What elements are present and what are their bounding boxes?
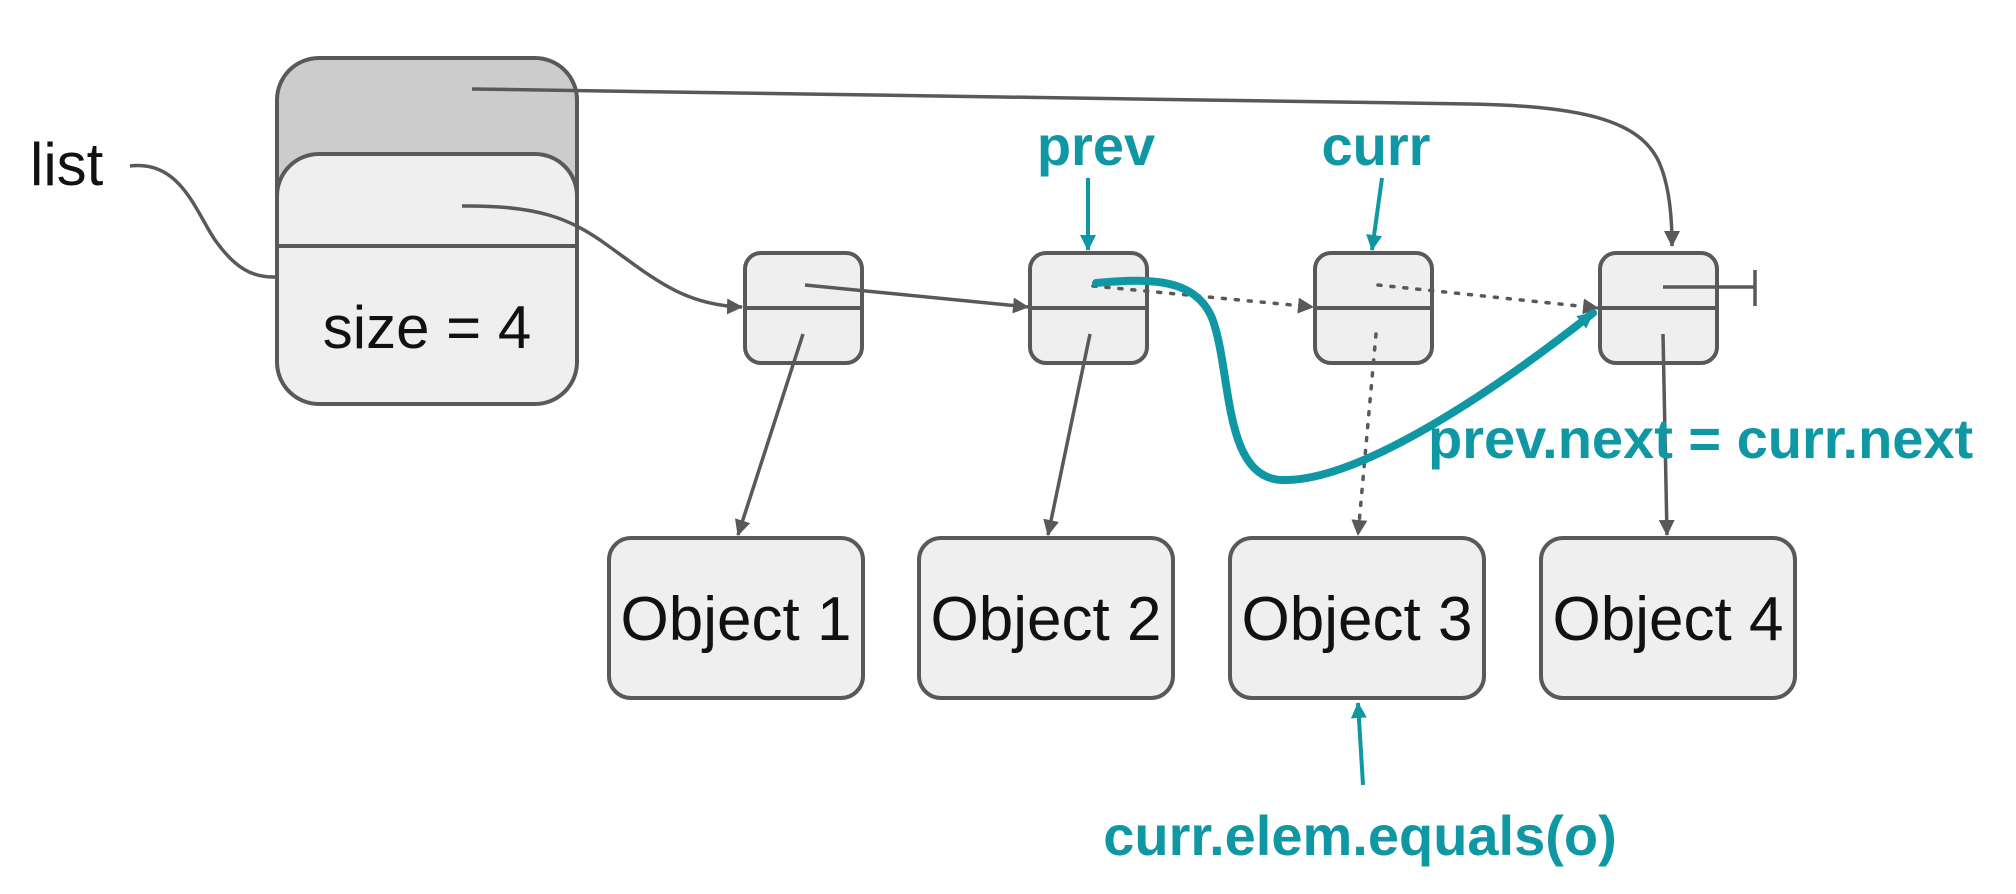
object-4-label: Object 4 [1553, 585, 1784, 654]
list-header-object: size = 4 [275, 56, 579, 406]
list-variable-label: list [30, 131, 104, 198]
object-2: Object 2 [917, 536, 1175, 700]
node-2-next-dotted-arrow [1091, 284, 1315, 314]
head-pointer-arrow [461, 204, 743, 315]
match-pointer-arrow [1350, 702, 1367, 786]
relink-arrow [1092, 276, 1597, 485]
prev-label: prev [1037, 114, 1155, 177]
size-label: size = 4 [323, 294, 531, 361]
object-3-label: Object 3 [1242, 585, 1473, 654]
object-3: Object 3 [1228, 536, 1486, 700]
relink-label: prev.next = curr.next [1428, 407, 1973, 470]
list-node-4 [1598, 251, 1719, 365]
node-2-elem-arrow [1043, 333, 1092, 536]
node-4-elem-arrow [1658, 333, 1675, 536]
match-label: curr.elem.equals(o) [1103, 804, 1617, 867]
list-header-front-card [275, 152, 579, 406]
object-3-box [1228, 536, 1486, 700]
node-3-elem-dotted-arrow [1351, 332, 1378, 537]
node-1-elem-arrow [735, 333, 805, 536]
curr-pointer-arrow [1366, 177, 1384, 251]
object-2-label: Object 2 [931, 585, 1162, 654]
list-variable-connector [129, 163, 278, 279]
object-2-box [917, 536, 1175, 700]
curr-label: curr [1322, 114, 1431, 177]
tail-pointer-arrow [471, 87, 1680, 247]
object-4: Object 4 [1539, 536, 1797, 700]
node-1-next-arrow [804, 283, 1029, 314]
node-3-next-dotted-arrow [1376, 283, 1600, 315]
list-node-1 [743, 251, 864, 365]
object-1: Object 1 [607, 536, 865, 700]
object-1-label: Object 1 [621, 585, 852, 654]
object-1-box [607, 536, 865, 700]
object-4-box [1539, 536, 1797, 700]
